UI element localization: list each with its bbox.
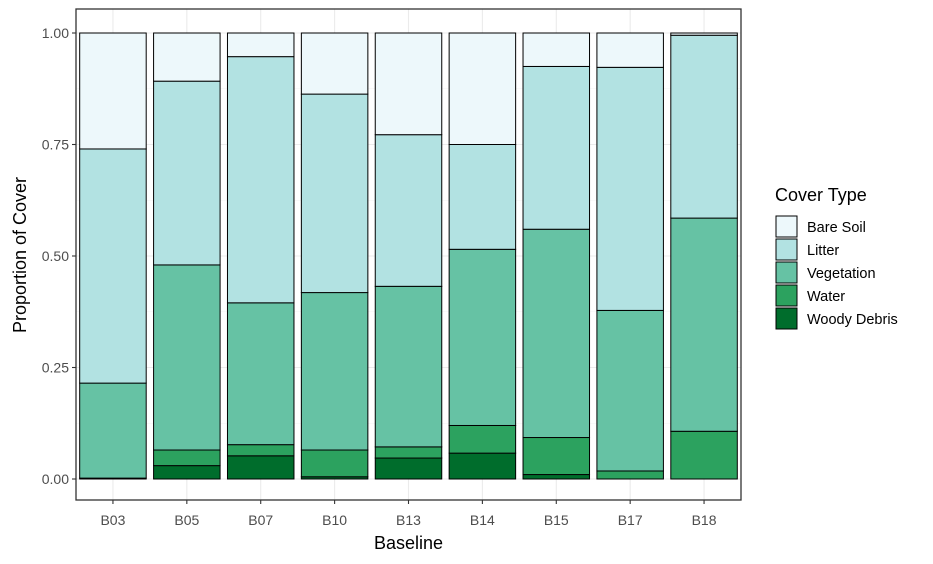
legend-label-litter: Litter <box>807 243 839 259</box>
legend-key-water <box>775 284 798 307</box>
bar-segment-b15-vegetation <box>522 228 591 439</box>
bar-segment-b14-vegetation <box>448 248 517 426</box>
y-tick-label: 0.50 <box>42 248 69 264</box>
y-axis-title: Proportion of Cover <box>10 177 30 333</box>
bar-segment-b14-water <box>448 424 517 454</box>
bar-segment-b14-litter <box>448 144 517 250</box>
bar-segment-b07-bare-soil <box>226 32 295 58</box>
bar-segment-b05-bare-soil <box>153 32 221 82</box>
legend: Cover Type Bare Soil Litter Vegetation Wate… <box>775 185 898 330</box>
y-axis: 0.00 0.25 0.50 0.75 1.00 <box>42 25 76 487</box>
bar-segment-b07-vegetation <box>226 302 295 446</box>
bar-segment-b15-water <box>522 437 591 476</box>
legend-key-vegetation <box>775 261 798 284</box>
legend-label-vegetation: Vegetation <box>807 266 876 282</box>
y-tick-label: 1.00 <box>42 25 69 41</box>
bar-segment-b05-litter <box>153 80 221 266</box>
bar-segment-b03-litter <box>79 148 147 384</box>
y-tick-label: 0.00 <box>42 471 69 487</box>
bar-segment-b13-bare-soil <box>374 32 443 136</box>
x-tick-label: B13 <box>396 512 421 528</box>
x-tick-label: B15 <box>544 512 569 528</box>
bar-segment-b14-woody-debris <box>448 452 517 480</box>
legend-label-woody-debris: Woody Debris <box>807 312 898 328</box>
x-tick-label: B10 <box>322 512 347 528</box>
x-tick-label: B03 <box>100 512 125 528</box>
bar-segment-b10-vegetation <box>300 292 369 451</box>
bar-segment-b05-water <box>153 449 221 467</box>
bar-segment-b07-woody-debris <box>226 455 295 480</box>
x-tick-label: B17 <box>618 512 643 528</box>
bar-segment-b03-bare-soil <box>79 32 147 150</box>
bar-segment-b07-water <box>226 444 295 457</box>
bar-segment-b18-bare-soil <box>670 32 738 36</box>
bar-segment-b15-litter <box>522 65 591 230</box>
bar-segment-b13-woody-debris <box>374 457 443 480</box>
bar-segment-b10-water <box>300 449 369 478</box>
legend-key-woody-debris <box>775 307 798 330</box>
bar-segment-b10-litter <box>300 93 369 294</box>
legend-label-water: Water <box>807 289 845 305</box>
legend-title: Cover Type <box>775 185 867 205</box>
bar-segment-b13-vegetation <box>374 285 443 448</box>
bar-segment-b15-bare-soil <box>522 32 591 67</box>
legend-key-litter <box>775 238 798 261</box>
legend-label-bare-soil: Bare Soil <box>807 220 866 236</box>
bar-segment-b18-litter <box>670 34 738 219</box>
x-axis: B03 B05 B07 B10 B13 B14 B15 B17 B18 <box>100 500 717 528</box>
bar-segment-b18-vegetation <box>670 217 738 432</box>
x-tick-label: B05 <box>174 512 199 528</box>
bar-segment-b05-vegetation <box>153 264 221 451</box>
bar-segment-b17-litter <box>596 66 664 311</box>
bar-segment-b17-bare-soil <box>596 32 664 68</box>
x-tick-label: B14 <box>470 512 495 528</box>
y-tick-label: 0.75 <box>42 137 69 153</box>
x-tick-label: B18 <box>692 512 717 528</box>
bar-segment-b10-bare-soil <box>300 32 369 95</box>
x-tick-label: B07 <box>248 512 273 528</box>
bar-segment-b14-bare-soil <box>448 32 517 145</box>
legend-key-bare-soil <box>775 215 798 238</box>
bar-segment-b13-water <box>374 446 443 459</box>
bar-segment-b03-vegetation <box>79 382 147 479</box>
bars-group <box>79 32 738 480</box>
bar-segment-b15-woody-debris <box>522 474 591 480</box>
bar-segment-b17-vegetation <box>596 309 664 472</box>
y-tick-label: 0.25 <box>42 360 69 376</box>
bar-segment-b17-water <box>596 470 664 480</box>
x-axis-title: Baseline <box>374 533 443 553</box>
bar-segment-b07-litter <box>226 56 295 304</box>
bar-segment-b05-woody-debris <box>153 465 221 480</box>
bar-segment-b13-litter <box>374 134 443 287</box>
bar-segment-b18-water <box>670 430 738 480</box>
